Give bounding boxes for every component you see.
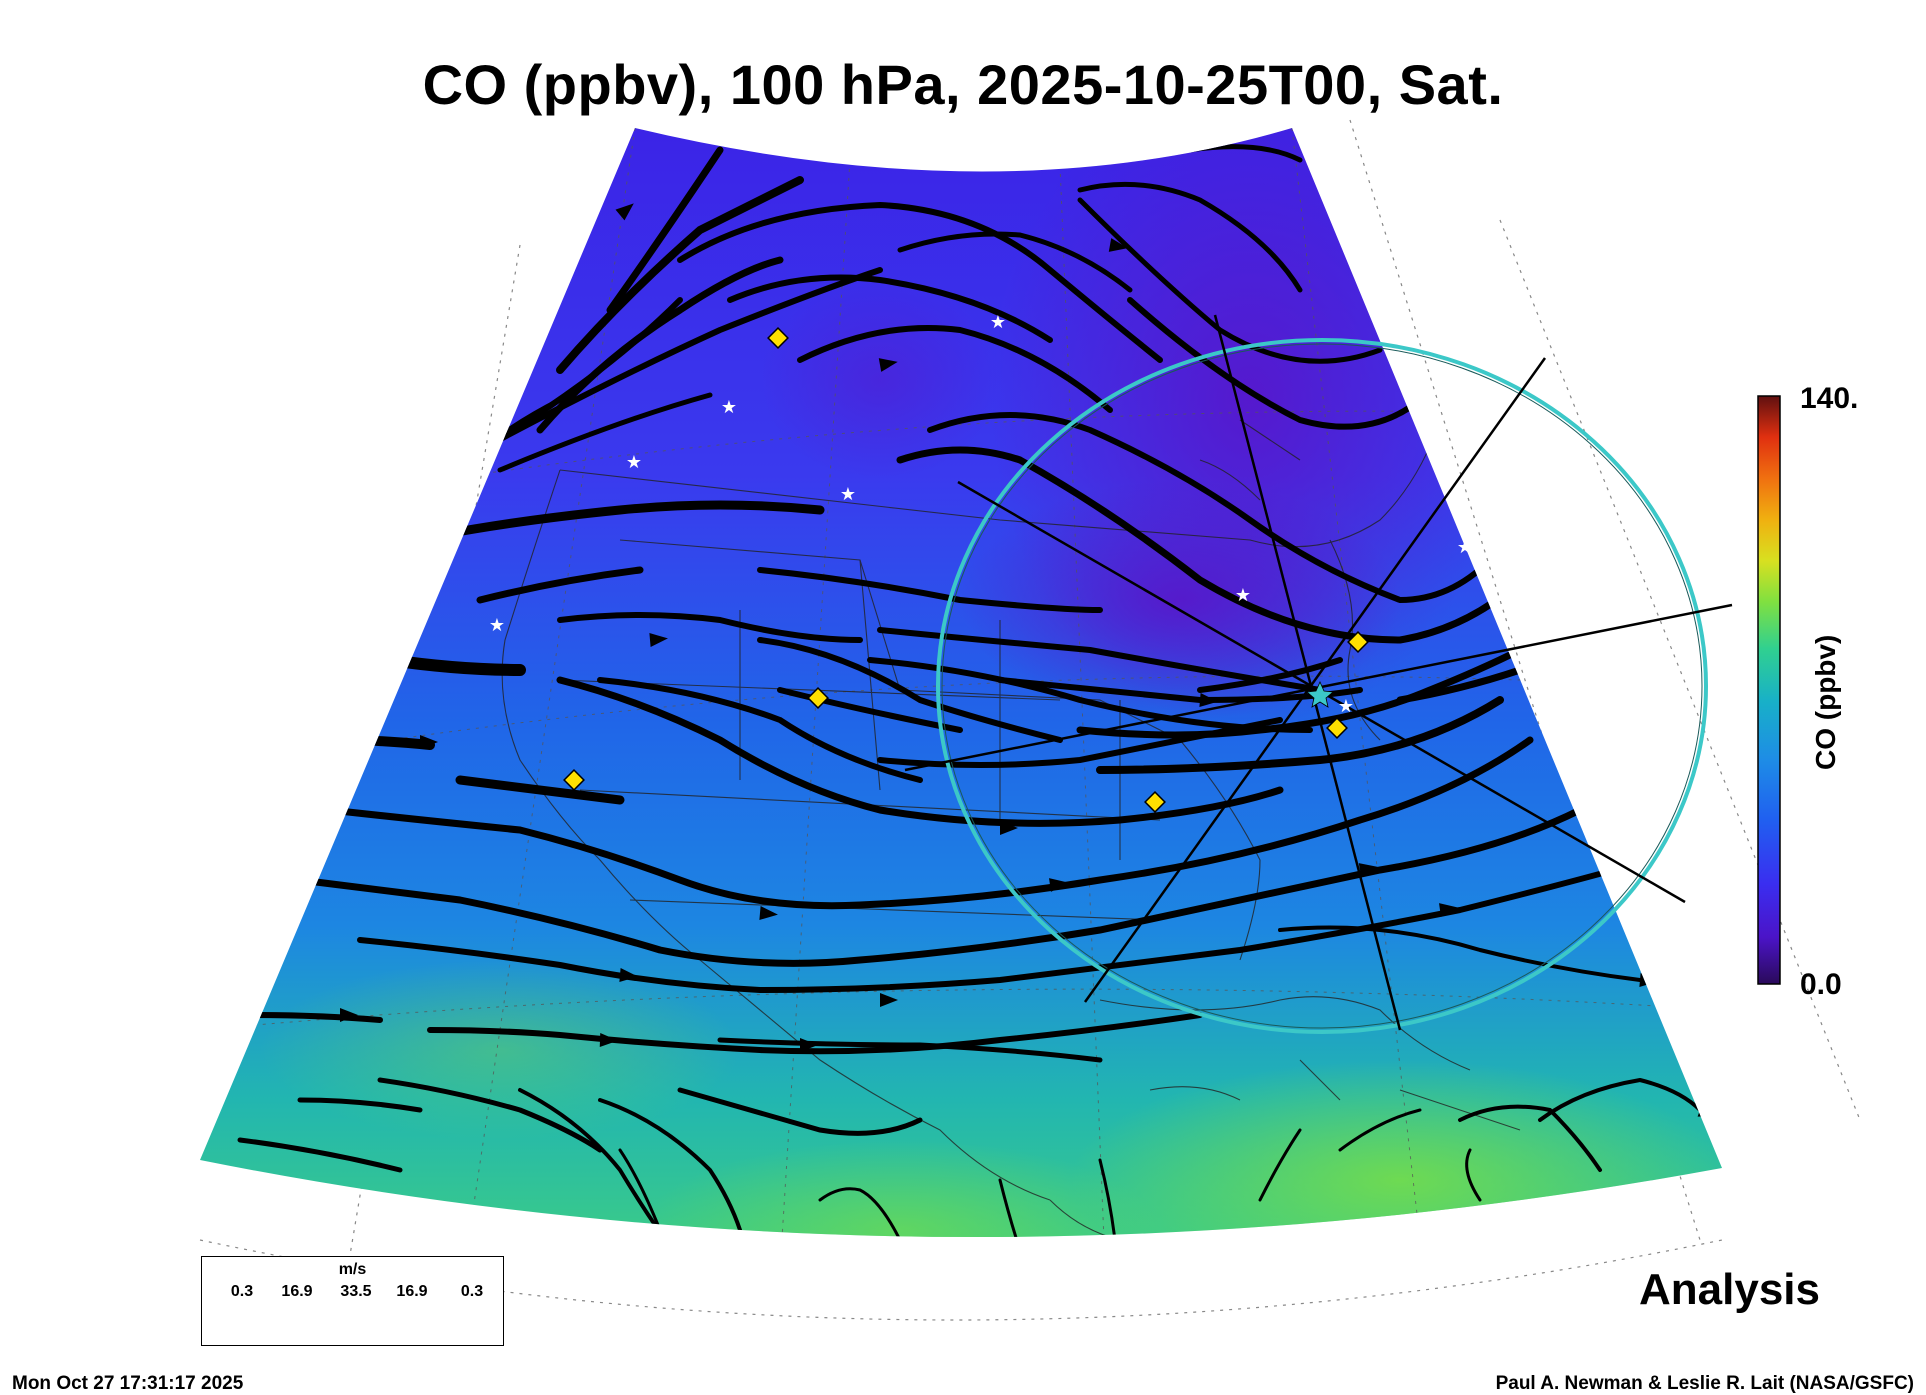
colorbar-title: CO (ppbv)	[1810, 634, 1841, 770]
wind-legend-tick: 16.9	[396, 1283, 428, 1300]
credit-line: Paul A. Newman & Leslie R. Lait (NASA/GS…	[1495, 1373, 1914, 1394]
svg-text:★: ★	[721, 397, 737, 418]
station-stars: ★ ★ ★ ★ ★ ★ ★ ★	[489, 312, 1473, 717]
svg-text:★: ★	[626, 452, 642, 473]
wind-speed-legend: m/s 0.3 16.9 33.5 16.9 0.3	[201, 1256, 504, 1346]
wind-legend-tick: 33.5	[340, 1283, 372, 1300]
svg-text:★: ★	[1457, 537, 1473, 558]
svg-text:★: ★	[1235, 585, 1251, 606]
co-field	[200, 128, 1722, 1238]
graticule-outer	[199, 119, 1861, 1321]
wind-streamlines	[237, 144, 1702, 1238]
plot-title: CO (ppbv), 100 hPa, 2025-10-25T00, Sat.	[422, 53, 1504, 116]
timestamp: Mon Oct 27 17:31:17 2025	[12, 1373, 244, 1394]
wind-legend-unit: m/s	[338, 1261, 367, 1278]
center-marker	[1306, 681, 1334, 708]
wind-legend-tick: 16.9	[281, 1283, 313, 1300]
focus-ring	[936, 338, 1708, 1034]
analysis-label: Analysis	[1639, 1265, 1820, 1314]
svg-text:★: ★	[840, 484, 856, 505]
svg-text:★: ★	[489, 615, 505, 636]
wind-legend-tick: 0.3	[230, 1283, 254, 1300]
svg-text:★: ★	[990, 312, 1006, 333]
colorbar-min-label: 0.0	[1800, 968, 1842, 1001]
colorbar-max-label: 140.	[1800, 382, 1859, 415]
station-diamonds	[563, 327, 1369, 813]
wind-legend-tick: 0.3	[460, 1283, 484, 1300]
svg-text:★: ★	[1338, 696, 1354, 717]
colorbar	[1757, 395, 1781, 985]
